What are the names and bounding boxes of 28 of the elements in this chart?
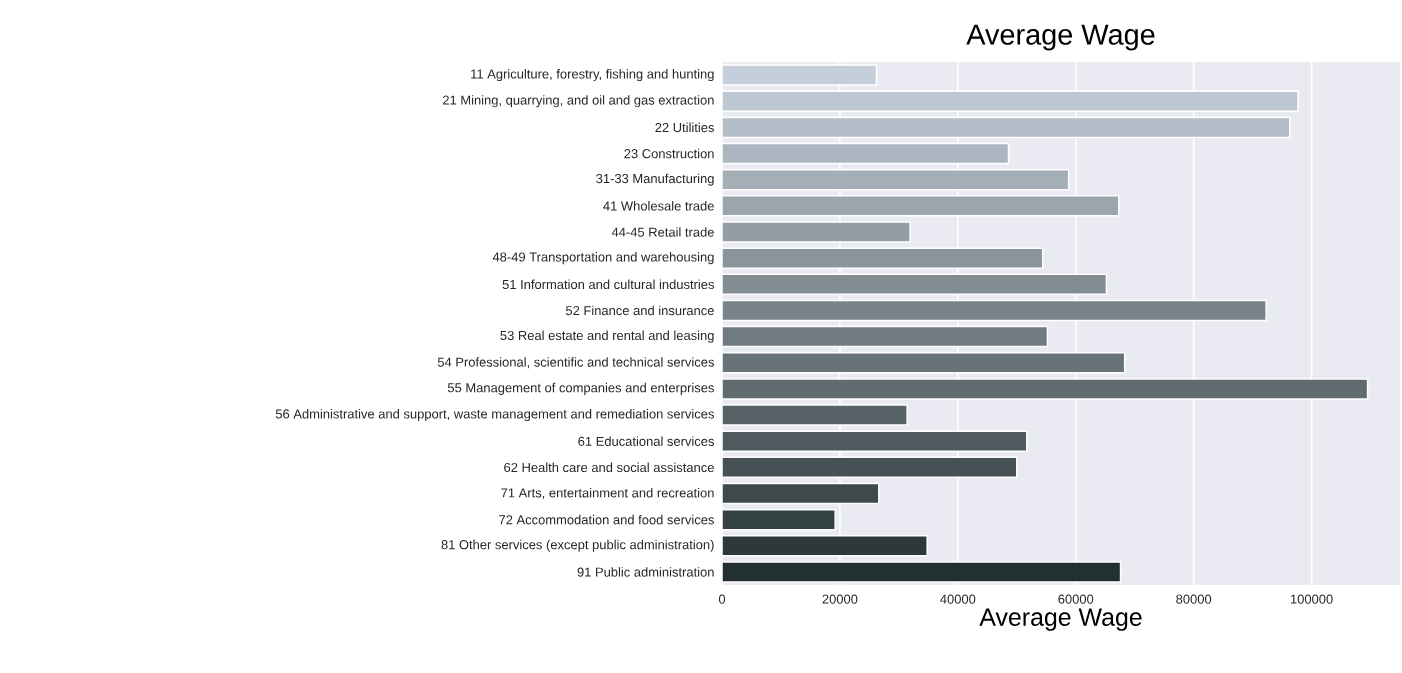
y-tick-label: 56 Administrative and support, waste management and remediation services [275,408,714,422]
y-tick-label: 61 Educational services [578,436,714,446]
y-tick-label: 48-49 Transportation and warehousing [492,252,714,265]
y-tick-label: 71 Arts, entertainment and recreation [501,487,714,499]
chart-title: Average Wage [966,24,1155,51]
x-tick-label: 60000 [1058,594,1094,604]
x-tick-label: 20000 [822,594,858,604]
x-tick-label: 40000 [940,594,976,604]
y-tick-label: 23 Construction [624,148,714,159]
y-tick-label: 55 Management of companies and enterprises [447,382,714,395]
y-tick-label: 91 Public administration [577,567,714,577]
y-tick-label: 11 Agriculture, forestry, fishing and hunting [471,69,714,82]
y-tick-label: 31-33 Manufacturing [596,173,714,186]
y-tick-label: 62 Health care and social assistance [504,462,714,473]
y-tick-label: 53 Real estate and rental and leasing [500,330,714,343]
x-axis-title: Average Wage [979,608,1142,631]
y-tick-label: 51 Information and cultural industries [502,279,714,290]
y-tick-label: 72 Accommodation and food services [499,514,714,525]
x-tick-label: 100000 [1290,594,1333,604]
y-tick-label: 44-45 Retail trade [611,227,714,237]
y-tick-label: 41 Wholesale trade [603,201,714,211]
y-tick-label: 21 Mining, quarrying, and oil and gas extraction [442,95,714,108]
y-tick-label: 54 Professional, scientific and technical services [437,357,714,369]
x-tick-label: 0 [718,594,726,604]
y-tick-label: 81 Other services (except public administration) [441,539,714,552]
x-tick-label: 80000 [1176,594,1212,604]
y-tick-label: 52 Finance and insurance [565,305,714,316]
y-tick-label: 22 Utilities [655,122,714,133]
